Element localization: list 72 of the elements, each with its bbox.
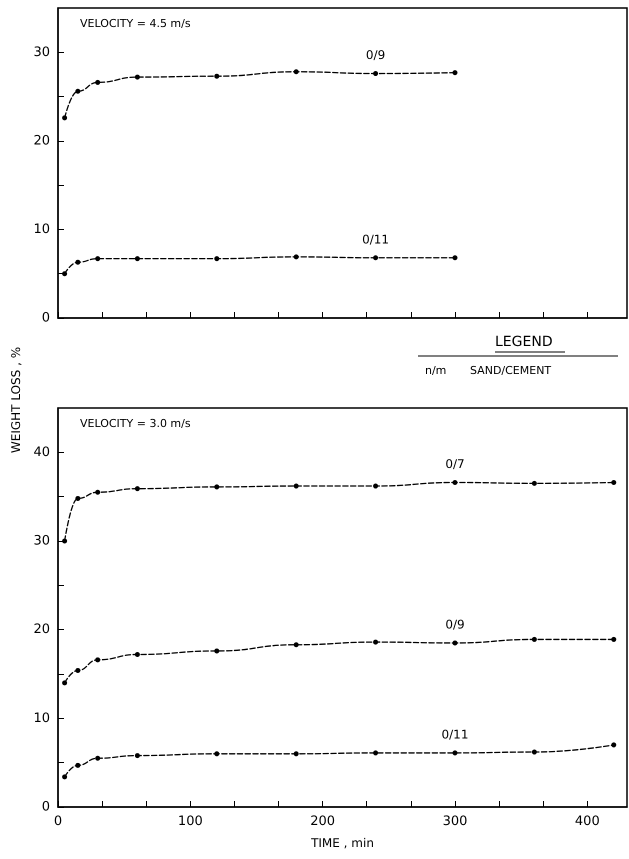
point <box>532 480 537 486</box>
point <box>95 80 100 85</box>
point <box>134 753 140 758</box>
point <box>294 642 299 648</box>
point <box>75 668 80 673</box>
point <box>373 255 378 260</box>
legend-title: LEGEND <box>495 334 553 350</box>
x-tick-label: 300 <box>442 814 468 829</box>
point <box>214 74 220 79</box>
y-tick-label: 20 <box>33 133 50 148</box>
point <box>214 751 220 756</box>
point <box>294 69 299 74</box>
point <box>373 71 378 76</box>
point <box>373 640 378 645</box>
point <box>214 484 220 490</box>
point <box>95 490 100 495</box>
point <box>611 742 616 748</box>
point <box>294 484 299 489</box>
point <box>134 256 140 262</box>
point <box>62 538 68 544</box>
series-label: 0/9 <box>366 48 386 62</box>
series-label: 0/11 <box>442 727 468 742</box>
point <box>452 70 458 76</box>
series-label: 0/9 <box>445 617 465 632</box>
series-label: 0/11 <box>362 232 390 246</box>
y-tick-label: 0 <box>42 310 50 326</box>
point <box>62 680 68 686</box>
point <box>294 751 299 756</box>
y-tick-label: 30 <box>33 44 50 60</box>
y-tick-label: 20 <box>33 622 50 638</box>
text: SAND/CEMENT <box>470 364 552 377</box>
series-label: 0/7 <box>445 456 465 471</box>
point <box>373 750 378 756</box>
y-tick-label: 10 <box>33 710 50 726</box>
point <box>134 652 140 657</box>
x-tick-label: 400 <box>574 814 600 829</box>
point <box>134 486 140 492</box>
point <box>452 480 458 485</box>
point <box>75 762 80 768</box>
point <box>532 636 537 642</box>
point <box>95 657 100 662</box>
point <box>214 256 220 262</box>
point <box>532 750 537 755</box>
point <box>95 256 100 262</box>
point <box>75 496 80 501</box>
point <box>75 260 80 265</box>
point <box>62 115 68 120</box>
point <box>294 254 299 260</box>
y-tick-label: 10 <box>33 222 50 237</box>
annotation: VELOCITY = 4.5 m/s <box>80 17 191 30</box>
x-tick-label: 0 <box>54 814 62 829</box>
point <box>134 74 140 80</box>
x-tick-label: 200 <box>310 814 336 829</box>
text: n/m <box>425 364 446 377</box>
point <box>452 750 458 756</box>
point <box>611 636 616 642</box>
point <box>611 480 616 485</box>
point <box>214 648 220 654</box>
point <box>373 484 378 489</box>
annotation: VELOCITY = 3.0 m/s <box>80 417 191 430</box>
point <box>75 88 80 94</box>
point <box>62 774 68 780</box>
y-axis-title: WEIGHT LOSS , % <box>9 346 23 454</box>
x-tick-label: 100 <box>178 814 203 829</box>
y-tick-label: 30 <box>33 534 50 548</box>
point <box>452 640 458 646</box>
y-tick-label: 40 <box>33 444 50 460</box>
y-tick-label: 0 <box>42 800 50 814</box>
point <box>95 756 100 761</box>
point <box>62 271 68 276</box>
point <box>452 255 458 260</box>
x-axis-title: TIME , min <box>310 836 374 850</box>
